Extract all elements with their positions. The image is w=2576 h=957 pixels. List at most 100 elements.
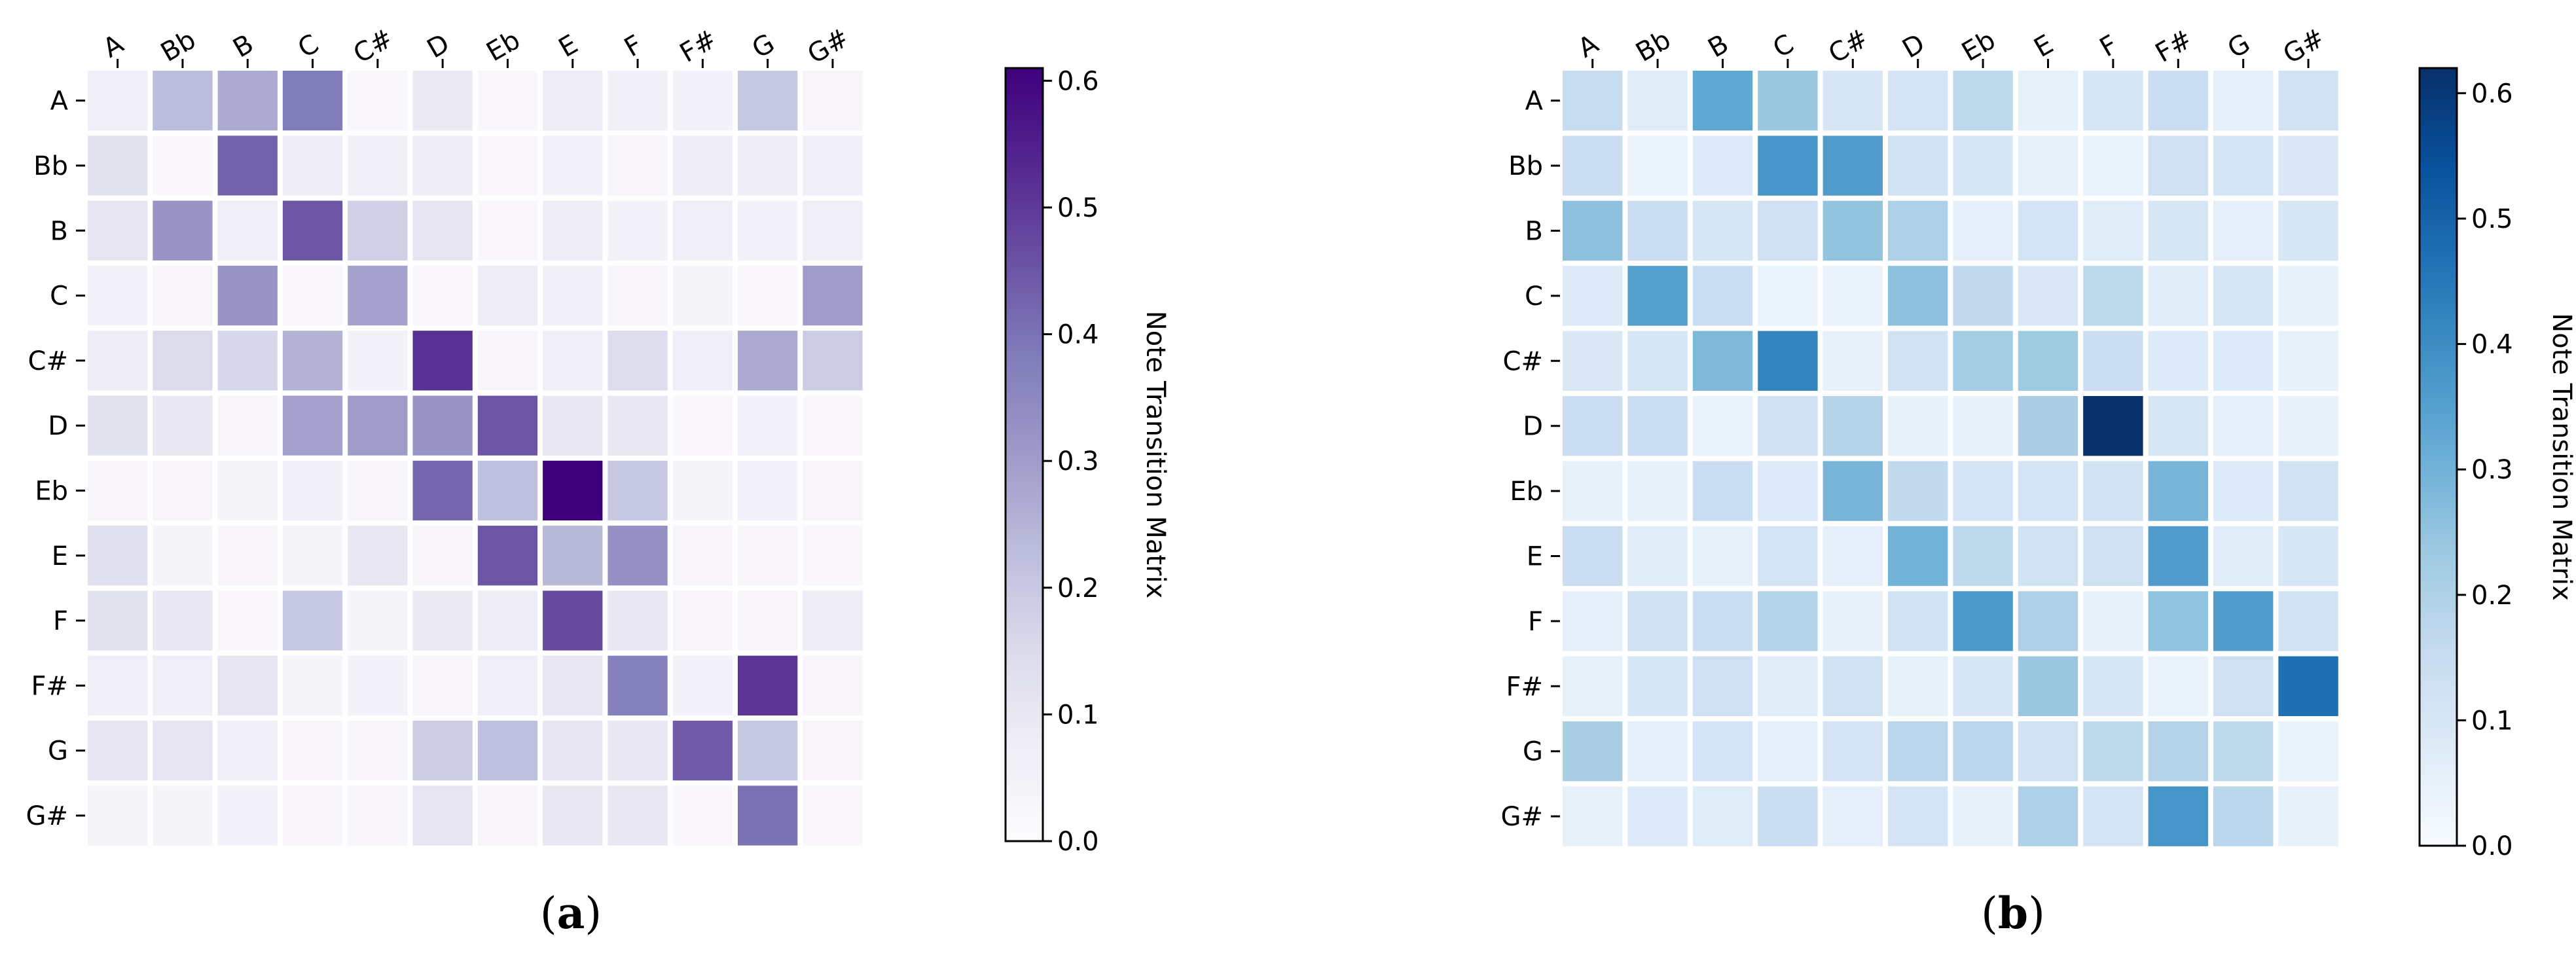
x-tick-label: F# — [2150, 24, 2198, 69]
heatmap-cell-C-C — [282, 265, 343, 326]
heatmap-cell-Bb-F# — [2148, 135, 2208, 196]
heatmap-cell-A-B — [1692, 71, 1753, 131]
colorbar-tick-label: 0.4 — [1057, 320, 1099, 350]
heatmap-cell-F#-E — [543, 655, 603, 715]
x-tick-label: E — [554, 29, 583, 63]
heatmap-cell-A-F — [608, 71, 668, 131]
y-tick-label: G# — [1500, 802, 1543, 832]
heatmap-cell-Bb-B — [217, 135, 278, 196]
heatmap-cell-F#-Bb — [153, 655, 213, 715]
heatmap-cell-F#-C# — [348, 655, 408, 715]
heatmap-cell-G-F# — [2148, 721, 2208, 782]
heatmap-cell-Bb-A — [1563, 135, 1623, 196]
heatmap-cell-D-Eb — [477, 395, 538, 456]
heatmap-cell-Eb-B — [1692, 461, 1753, 521]
heatmap-cell-F-Eb — [477, 590, 538, 651]
colorbar-tick-label: 0.2 — [2471, 581, 2513, 611]
heatmap-cell-F-Bb — [153, 590, 213, 651]
heatmap-cell-Eb-Bb — [153, 460, 213, 521]
heatmap-cell-C#-Eb — [1953, 331, 2013, 391]
heatmap-cell-Eb-A — [88, 460, 148, 521]
heatmap-cell-C-D — [412, 265, 473, 326]
heatmap-cell-B-Eb — [1953, 200, 2013, 261]
heatmap-cell-B-E — [543, 200, 603, 261]
heatmap-cell-F#-F# — [2148, 656, 2208, 716]
heatmap-cell-F-D — [1888, 591, 1948, 651]
heatmap-cell-F#-G — [738, 655, 798, 715]
heatmap-cell-C#-F# — [672, 331, 733, 391]
heatmap-cell-E-F# — [672, 526, 733, 586]
colorbar-tick-label: 0.4 — [2471, 330, 2513, 360]
heatmap-cell-A-E — [2018, 71, 2078, 131]
heatmap-cell-C-G — [2213, 266, 2274, 326]
heatmap-cell-G-G — [2213, 721, 2274, 782]
heatmap-cell-E-A — [1563, 526, 1623, 587]
heatmap-cell-D-F — [608, 395, 668, 456]
heatmap-cell-G-F — [608, 721, 668, 781]
x-tick-label: E — [2029, 29, 2059, 63]
heatmap-cell-B-G — [738, 200, 798, 261]
x-tick-label: C# — [348, 23, 398, 69]
heatmap-cell-A-F# — [672, 71, 733, 131]
x-tick-label: A — [98, 29, 129, 64]
heatmap-cell-B-A — [1563, 200, 1623, 261]
heatmap-cell-Eb-A — [1563, 461, 1623, 521]
heatmap-cell-E-G# — [803, 526, 863, 586]
heatmap-cell-B-Bb — [1627, 200, 1688, 261]
heatmap-cell-Bb-Eb — [477, 135, 538, 196]
heatmap-cell-F-C# — [1823, 591, 1883, 651]
heatmap-cell-A-Eb — [1953, 71, 2013, 131]
heatmap-cell-B-G# — [2278, 200, 2338, 261]
colorbar-label: Note Transition Matrix — [2547, 313, 2576, 601]
heatmap-cell-E-C# — [1823, 526, 1883, 587]
heatmap-cell-C#-A — [88, 331, 148, 391]
colorbar-tick-label: 0.0 — [1057, 827, 1099, 857]
heatmap-cell-F-B — [217, 590, 278, 651]
heatmap-cell-F#-E — [2018, 656, 2078, 716]
heatmap-cell-G#-F# — [2148, 786, 2208, 846]
x-tick-label: D — [422, 28, 455, 64]
heatmap-cell-D-D — [1888, 396, 1948, 456]
heatmap-cell-D-C — [282, 395, 343, 456]
heatmap-cell-C#-G — [2213, 331, 2274, 391]
heatmap-cell-Eb-C# — [348, 460, 408, 521]
colorbar-label: Note Transition Matrix — [1140, 311, 1170, 599]
heatmap-cell-E-A — [88, 526, 148, 586]
panel-caption: (b) — [1981, 888, 2045, 939]
heatmap-cell-G#-A — [88, 785, 148, 846]
heatmap-cell-C#-Eb — [477, 331, 538, 391]
heatmap-cell-B-Bb — [153, 200, 213, 261]
heatmap-cell-C#-G# — [2278, 331, 2338, 391]
y-tick-label: F# — [1506, 672, 1543, 702]
colorbar-tick-label: 0.6 — [2471, 79, 2513, 109]
heatmap-cell-G#-Bb — [153, 785, 213, 846]
heatmap-cell-F-E — [543, 590, 603, 651]
y-tick-label: F — [53, 606, 68, 636]
y-tick-label: Bb — [33, 151, 68, 181]
heatmap-cell-B-C — [282, 200, 343, 261]
heatmap-cell-Bb-G — [2213, 135, 2274, 196]
heatmap-cell-G-D — [1888, 721, 1948, 782]
heatmap-cell-F#-C# — [1823, 656, 1883, 716]
heatmap-cell-F-F# — [672, 590, 733, 651]
heatmap-cell-C-B — [217, 265, 278, 326]
heatmap-cell-Eb-D — [1888, 461, 1948, 521]
heatmap-cell-F#-Bb — [1627, 656, 1688, 716]
y-tick-label: F — [1528, 607, 1543, 637]
heatmap-cell-E-G — [2213, 526, 2274, 587]
heatmap-cell-Bb-C# — [348, 135, 408, 196]
heatmap-cell-C-B — [1692, 266, 1753, 326]
heatmap-cell-G#-G — [738, 785, 798, 846]
heatmap-cell-F-Bb — [1627, 591, 1688, 651]
heatmap-cell-A-C — [282, 71, 343, 131]
heatmap-cell-F#-B — [217, 655, 278, 715]
heatmap-cell-C-Bb — [1627, 266, 1688, 326]
x-tick-label: C — [1768, 29, 1799, 64]
heatmap-cell-G#-B — [217, 785, 278, 846]
x-tick-label: D — [1897, 28, 1930, 64]
heatmap-cell-C#-F — [2083, 331, 2143, 391]
heatmap-cell-G-F# — [672, 721, 733, 781]
heatmap-cell-Bb-D — [412, 135, 473, 196]
heatmap-cell-G#-Eb — [1953, 786, 2013, 846]
x-tick-label: C# — [1824, 23, 1874, 69]
